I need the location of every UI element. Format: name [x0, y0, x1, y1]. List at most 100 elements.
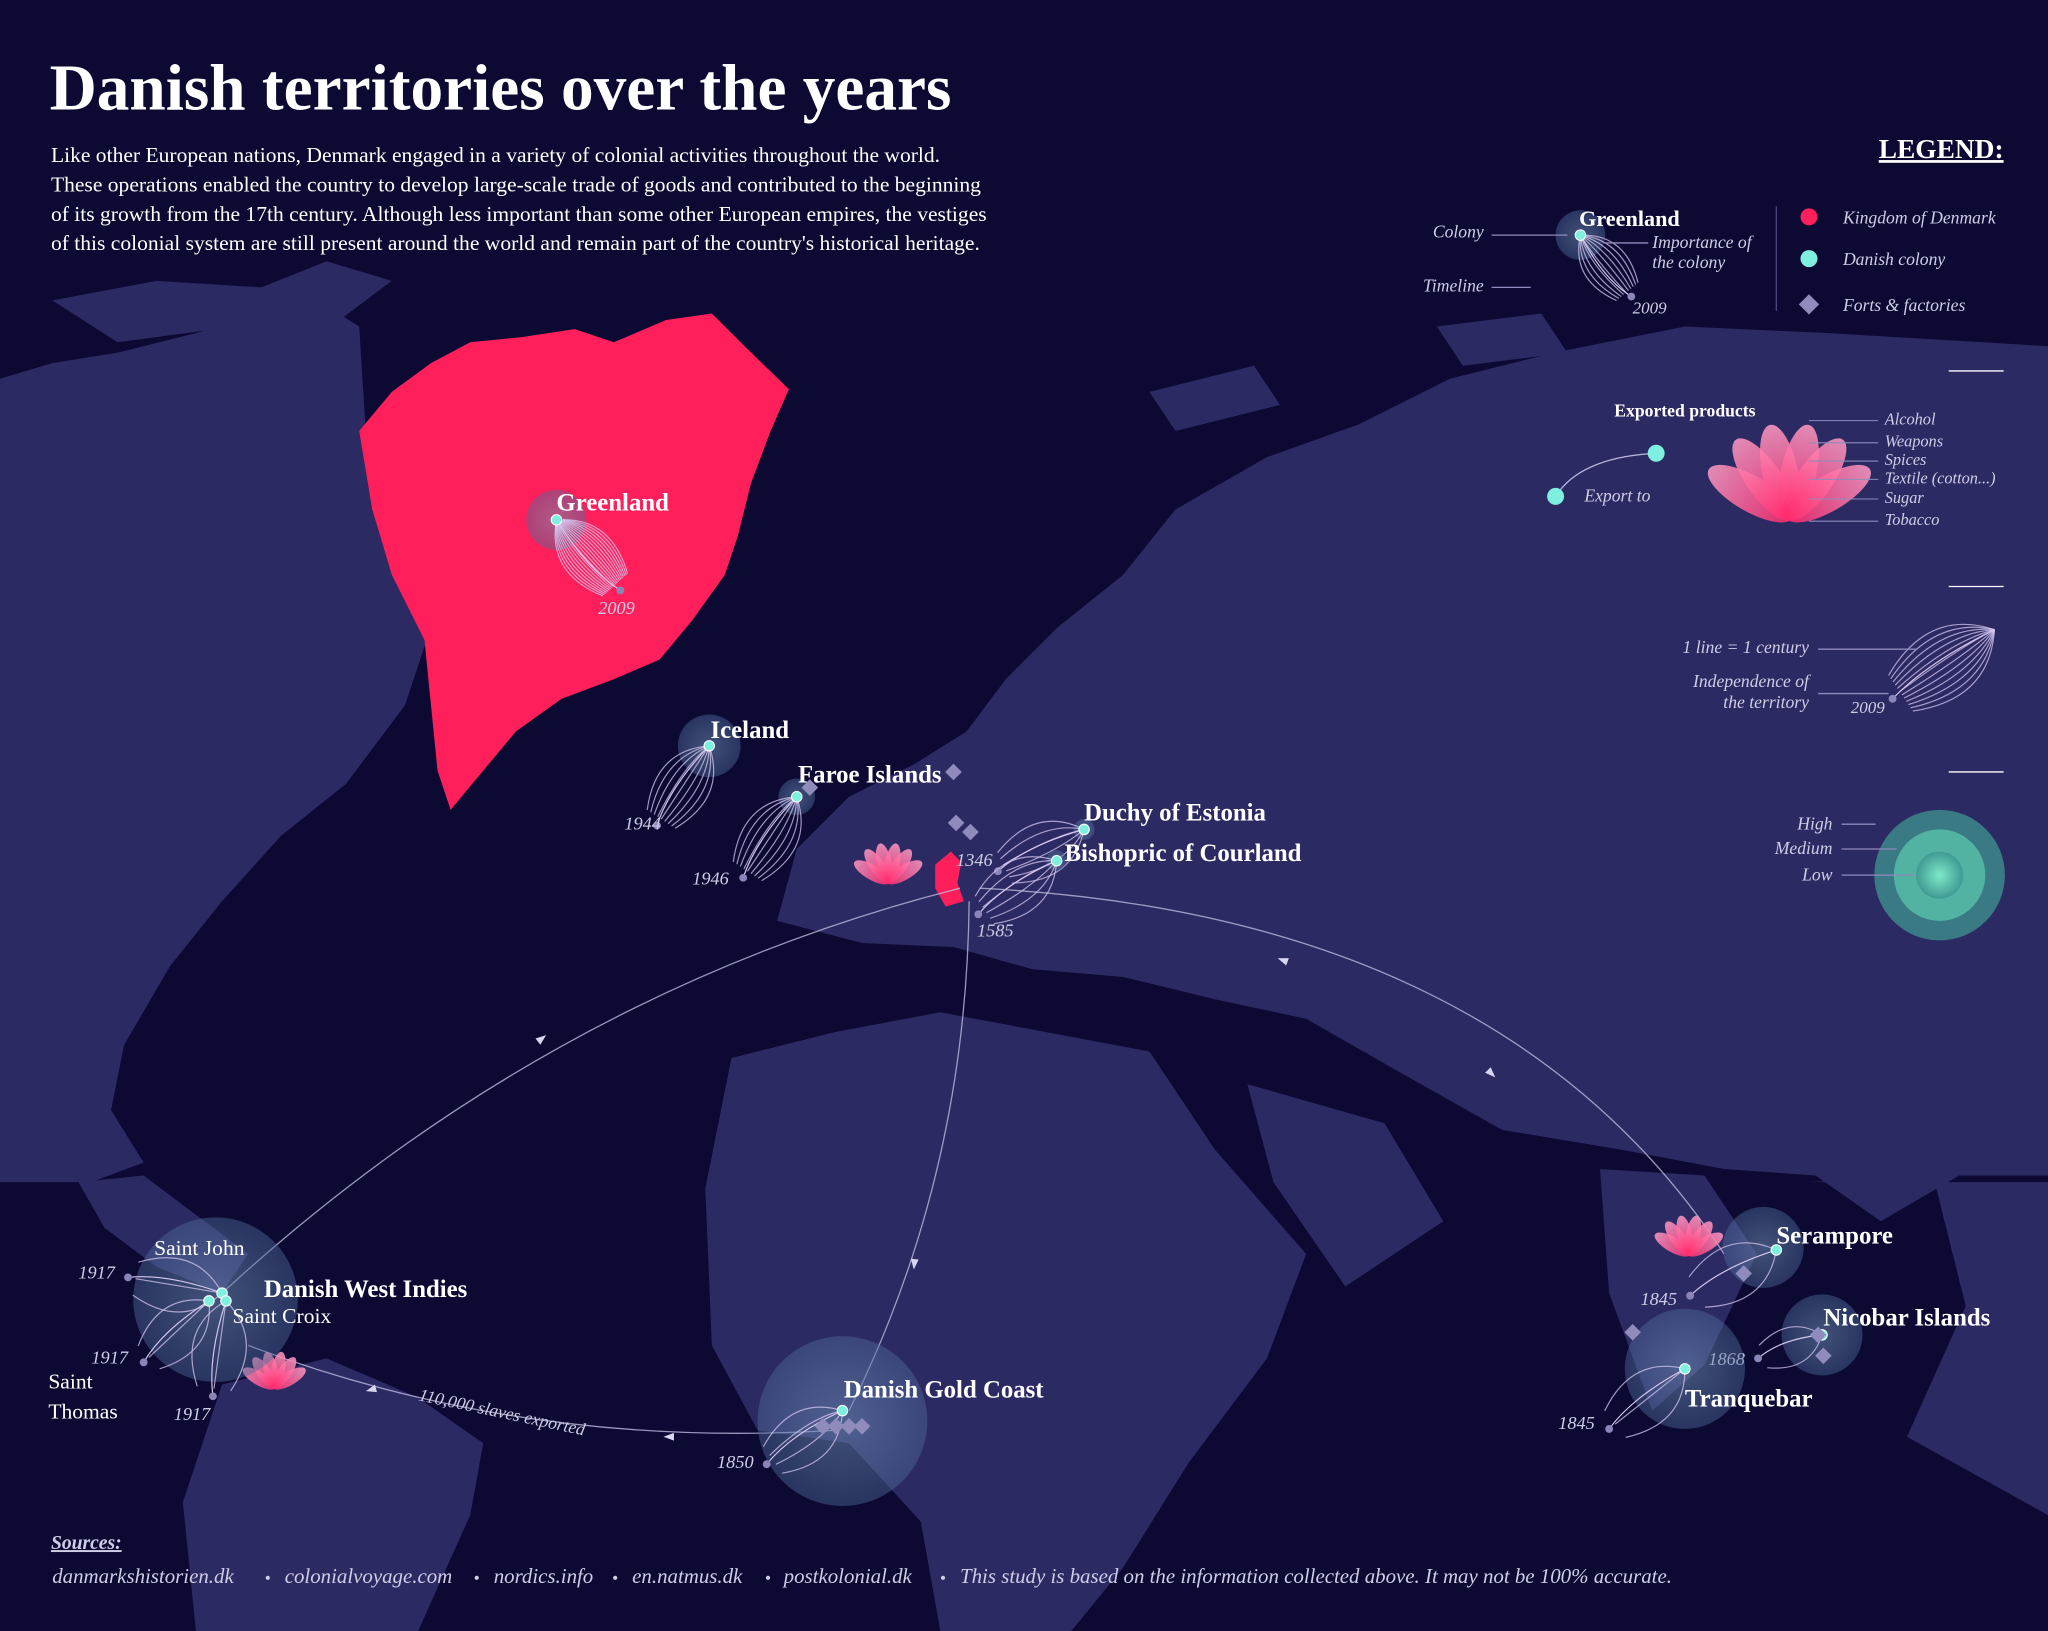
timeline-line [556, 519, 618, 584]
timeline-line [766, 1410, 843, 1465]
fort-marker [947, 814, 965, 832]
timeline-line [159, 1300, 210, 1370]
separator-dot [613, 1575, 618, 1580]
timeline-line [993, 860, 1058, 925]
independence-dot [139, 1358, 148, 1367]
source-item: nordics.info [494, 1564, 594, 1588]
fort-marker [1798, 294, 1820, 315]
arabia [1247, 1084, 1444, 1287]
independence-year: 1917 [91, 1348, 128, 1368]
routes [221, 887, 1725, 1434]
timeline-line [191, 1300, 227, 1387]
timeline-line [1894, 628, 1995, 686]
independence-year: 1845 [1558, 1413, 1595, 1433]
timeline-line [977, 860, 1057, 915]
legend-text: Importance of [1651, 232, 1753, 252]
timeline-line [1901, 629, 1995, 696]
colony-dot [203, 1295, 215, 1307]
land [0, 261, 2048, 1631]
timeline-line [1604, 1365, 1686, 1412]
route [221, 887, 961, 1294]
timeline-line [1006, 828, 1085, 872]
timeline-line [556, 519, 625, 578]
fort-marker [801, 779, 819, 796]
independence-dot [1605, 1425, 1614, 1433]
legend-title: LEGEND: [1879, 134, 2004, 164]
independence-year: 1946 [692, 868, 729, 888]
legend-text: Weapons [1885, 432, 1943, 451]
independence-dot [739, 873, 748, 882]
product-petal [886, 860, 923, 885]
timeline-line [769, 1410, 843, 1456]
timeline-line [556, 519, 620, 583]
timeline-line [1689, 1249, 1777, 1297]
timeline-line [762, 1406, 843, 1447]
importance-low [1916, 851, 1964, 899]
independence-year: 1845 [1640, 1289, 1677, 1309]
colony-dot [1679, 1363, 1691, 1375]
timeline-line [1897, 629, 1995, 689]
timeline-line [750, 796, 798, 874]
timeline-line [556, 519, 621, 581]
independence-dot [1888, 694, 1897, 703]
island-name: Saint [48, 1369, 92, 1393]
source-item: danmarkshistorien.dk [52, 1564, 234, 1588]
island-name: Thomas [48, 1399, 117, 1423]
timeline-line [996, 820, 1085, 854]
legend-example-name: Greenland [1579, 206, 1680, 231]
independence-dot [208, 1392, 217, 1401]
timeline-line [556, 519, 627, 575]
route-arrow [535, 1035, 547, 1045]
timeline-line [213, 1300, 227, 1389]
timeline-line [555, 519, 616, 586]
timeline-line [974, 856, 1057, 897]
timeline-line [555, 519, 610, 591]
fort-marker [840, 1417, 858, 1435]
timeline-line [646, 745, 710, 811]
legend-text: Tobacco [1885, 510, 1940, 529]
colony-dot [550, 514, 563, 526]
timeline-line [739, 796, 797, 867]
territory-name: Faroe Islands [798, 761, 942, 788]
territory-name: Danish West Indies [264, 1276, 468, 1303]
legend-text: the territory [1723, 692, 1809, 712]
timeline-line [555, 519, 605, 596]
legend-text: Independence of [1692, 671, 1811, 691]
intro-line: of its growth from the 17th century. Alt… [51, 202, 987, 226]
timeline-line [746, 796, 798, 872]
territory-name: Nicobar Islands [1823, 1305, 1990, 1332]
timeline-line [650, 745, 710, 813]
colony-dot [836, 1404, 849, 1417]
timeline-line [127, 1276, 223, 1294]
timeline-line [757, 796, 799, 879]
export-dot [1547, 487, 1565, 505]
timeline-line [656, 745, 710, 826]
territory-name: Greenland [556, 490, 669, 517]
independence-year: 2009 [598, 598, 635, 618]
route [848, 901, 970, 1411]
timeline-line [555, 519, 609, 592]
fort-marker [1815, 1347, 1832, 1365]
independence-year: 1585 [977, 921, 1014, 941]
timeline-line [143, 1300, 210, 1363]
timeline-line [754, 796, 798, 877]
intro-line: These operations enabled the country to … [51, 172, 981, 196]
timeline-line [1892, 629, 1995, 700]
legend-text: Kingdom of Denmark [1842, 207, 1997, 227]
product-petal [1686, 1232, 1724, 1257]
route-arrow [663, 1432, 674, 1441]
timeline-line [978, 860, 1057, 903]
legend-text: Low [1801, 864, 1833, 884]
timeline-line [989, 860, 1058, 919]
legend-heading: Exported products [1614, 401, 1755, 421]
north-america [0, 297, 432, 1183]
legend-text: Textile (cotton...) [1885, 468, 1996, 487]
timeline-line [674, 745, 715, 829]
legend-text: 2009 [1633, 298, 1667, 317]
separator-dot [474, 1575, 479, 1580]
southeast-asia [1808, 1175, 2048, 1516]
timeline-line [555, 519, 608, 593]
kingdom-marker [1800, 208, 1818, 226]
timeline-line [743, 796, 798, 870]
